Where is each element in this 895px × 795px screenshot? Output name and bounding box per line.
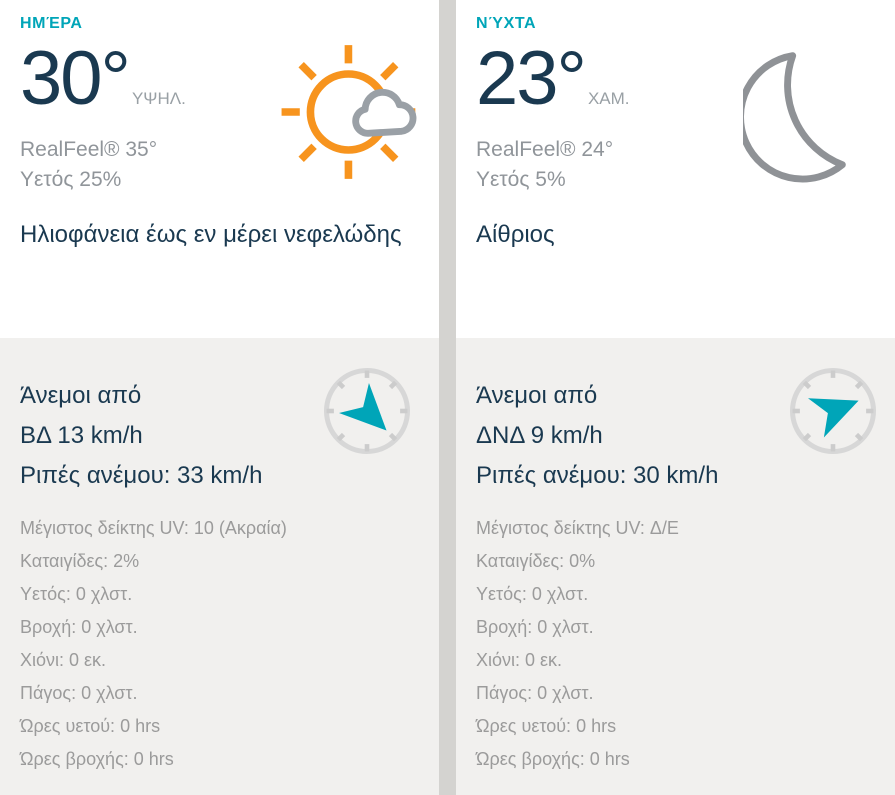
moon-icon bbox=[737, 46, 881, 184]
night-condition-text: Αίθριος bbox=[476, 221, 555, 248]
night-low-label: ΧΑΜ. bbox=[587, 89, 630, 108]
detail-row: Ώρες βροχής: 0 hrs bbox=[20, 749, 174, 769]
detail-row: Πάγος: 0 χλστ. bbox=[20, 683, 138, 703]
day-wind-block: Άνεμοι από ΒΔ 13 km/h Ριπές ανέμου: 33 k… bbox=[20, 376, 439, 496]
day-realfeel: RealFeel® 35° bbox=[20, 138, 158, 161]
detail-row: Καταιγίδες: 0% bbox=[476, 551, 596, 571]
day-title: ΗΜΈΡΑ bbox=[20, 15, 83, 32]
night-title: ΝΎΧΤΑ bbox=[476, 15, 537, 32]
detail-row: Καταιγίδες: 2% bbox=[20, 551, 140, 571]
detail-row: Μέγιστος δείκτης UV: 10 (Ακραία) bbox=[20, 518, 287, 538]
night-precip-probability: Υετός 5% bbox=[476, 168, 566, 191]
wind-direction-arrow bbox=[339, 383, 387, 431]
night-wind-lead: Άνεμοι από bbox=[476, 382, 598, 409]
day-condition-text: Ηλιοφάνεια έως εν μέρει νεφελώδης bbox=[20, 221, 402, 248]
night-panel: ΝΎΧΤΑ 23° ΧΑΜ. RealFeel® 24° Υετός 5% Αί… bbox=[456, 0, 895, 795]
detail-row: Ώρες υετού: 0 hrs bbox=[20, 716, 161, 736]
detail-row: Μέγιστος δείκτης UV: Δ/Ε bbox=[476, 518, 679, 538]
night-wind-block: Άνεμοι από ΔΝΔ 9 km/h Ριπές ανέμου: 30 k… bbox=[476, 376, 895, 496]
night-realfeel: RealFeel® 24° bbox=[476, 138, 614, 161]
detail-row: Πάγος: 0 χλστ. bbox=[476, 683, 594, 703]
wind-direction-arrow bbox=[808, 398, 859, 438]
detail-row: Υετός: 0 χλστ. bbox=[476, 584, 589, 604]
day-wind-lead: Άνεμοι από bbox=[20, 382, 142, 409]
detail-row: Βροχή: 0 χλστ. bbox=[20, 617, 138, 637]
day-panel: ΗΜΈΡΑ 30° ΥΨΗΛ. RealFeel® 35° Υετός 25% … bbox=[0, 0, 439, 795]
night-wind-speed: ΔΝΔ 9 km/h bbox=[476, 422, 603, 449]
detail-row: Υετός: 0 χλστ. bbox=[20, 584, 133, 604]
day-summary-section: ΗΜΈΡΑ 30° ΥΨΗΛ. RealFeel® 35° Υετός 25% … bbox=[0, 0, 439, 338]
panel-divider bbox=[439, 0, 456, 795]
day-temp-row: 30° ΥΨΗΛ. bbox=[20, 41, 439, 117]
sun-cloud-icon bbox=[277, 36, 429, 188]
detail-row: Χιόνι: 0 εκ. bbox=[20, 650, 107, 670]
night-low-temp: 23° bbox=[476, 36, 587, 121]
night-temp-row: 23° ΧΑΜ. bbox=[476, 41, 895, 117]
detail-row: Ώρες βροχής: 0 hrs bbox=[476, 749, 630, 769]
detail-row: Ώρες υετού: 0 hrs bbox=[476, 716, 617, 736]
day-precip-probability: Υετός 25% bbox=[20, 168, 122, 191]
night-detail-section: Άνεμοι από ΔΝΔ 9 km/h Ριπές ανέμου: 30 k… bbox=[456, 338, 895, 795]
night-details-list: Μέγιστος δείκτης UV: Δ/Ε Καταιγίδες: 0% … bbox=[476, 512, 895, 776]
day-detail-section: Άνεμοι από ΒΔ 13 km/h Ριπές ανέμου: 33 k… bbox=[0, 338, 439, 795]
day-details-list: Μέγιστος δείκτης UV: 10 (Ακραία) Καταιγί… bbox=[20, 512, 439, 776]
day-high-temp: 30° bbox=[20, 36, 131, 121]
wind-compass-icon bbox=[787, 365, 879, 457]
day-wind-speed: ΒΔ 13 km/h bbox=[20, 422, 143, 449]
night-summary-section: ΝΎΧΤΑ 23° ΧΑΜ. RealFeel® 24° Υετός 5% Αί… bbox=[456, 0, 895, 338]
night-wind-gusts: Ριπές ανέμου: 30 km/h bbox=[476, 462, 719, 489]
detail-row: Χιόνι: 0 εκ. bbox=[476, 650, 563, 670]
day-high-label: ΥΨΗΛ. bbox=[131, 89, 186, 108]
day-wind-gusts: Ριπές ανέμου: 33 km/h bbox=[20, 462, 263, 489]
detail-row: Βροχή: 0 χλστ. bbox=[476, 617, 594, 637]
wind-compass-icon bbox=[321, 365, 413, 457]
